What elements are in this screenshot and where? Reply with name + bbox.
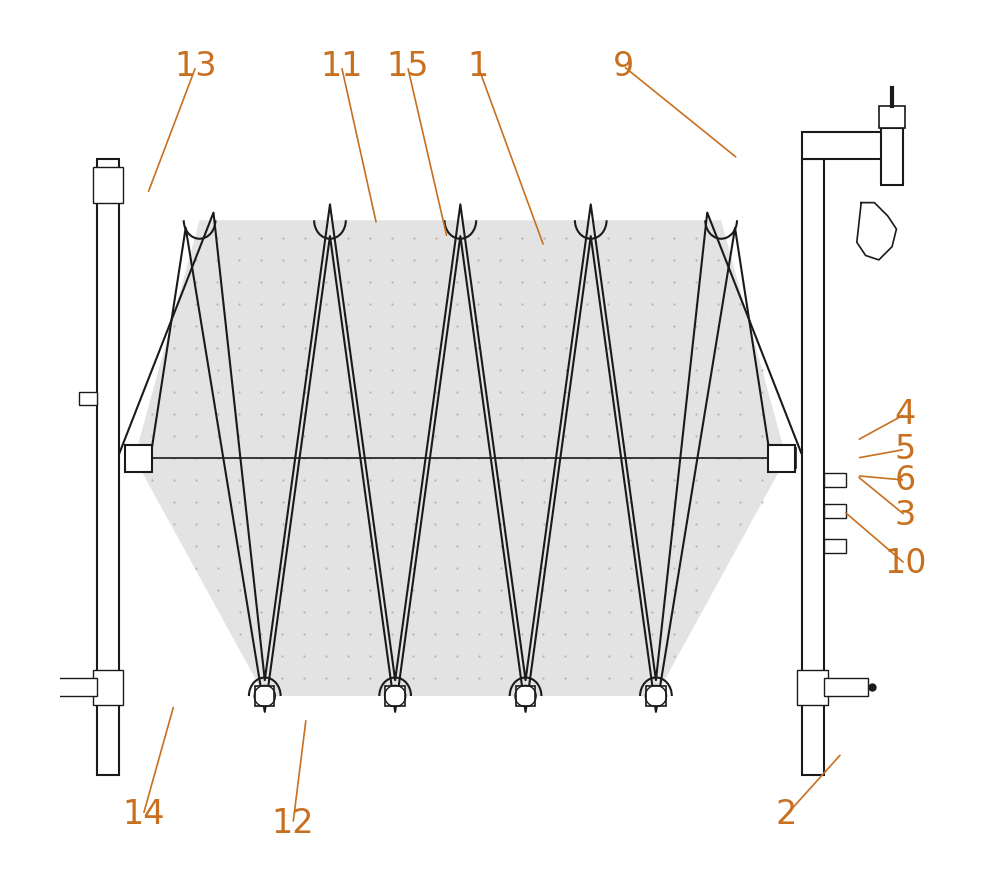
Bar (646, 686, 666, 706)
Bar (824, 678, 868, 696)
Bar (385, 686, 405, 706)
Polygon shape (200, 220, 330, 696)
Polygon shape (460, 220, 591, 696)
Bar (824, 539, 846, 553)
Bar (768, 445, 795, 471)
Text: 4: 4 (895, 397, 916, 431)
Text: 5: 5 (895, 433, 916, 466)
Text: 3: 3 (895, 499, 916, 532)
Bar (97, 159, 119, 775)
Bar (93, 670, 123, 705)
Bar (53, 678, 97, 696)
Polygon shape (591, 220, 721, 696)
Bar (93, 167, 123, 203)
Polygon shape (526, 220, 656, 696)
Text: 11: 11 (320, 49, 363, 83)
Text: 13: 13 (175, 49, 217, 83)
Polygon shape (656, 220, 786, 696)
Text: 2: 2 (776, 798, 797, 832)
Bar (125, 445, 152, 471)
Text: 12: 12 (272, 807, 314, 840)
Text: 1: 1 (467, 49, 489, 83)
Bar (255, 686, 274, 706)
Bar (879, 106, 905, 128)
Bar (79, 392, 97, 405)
Bar (824, 473, 846, 487)
Text: 9: 9 (613, 49, 634, 83)
Text: 6: 6 (895, 463, 916, 497)
Text: 15: 15 (386, 49, 429, 83)
Bar (881, 128, 903, 185)
Polygon shape (265, 220, 395, 696)
Text: 10: 10 (884, 547, 927, 581)
Polygon shape (134, 220, 265, 696)
Bar (125, 448, 144, 468)
Bar (824, 504, 846, 518)
Bar (802, 159, 824, 775)
Bar (516, 686, 535, 706)
Polygon shape (330, 220, 460, 696)
Bar (797, 670, 828, 705)
Bar (777, 448, 796, 468)
Text: 14: 14 (122, 798, 164, 832)
Bar (802, 132, 892, 159)
Polygon shape (395, 220, 526, 696)
